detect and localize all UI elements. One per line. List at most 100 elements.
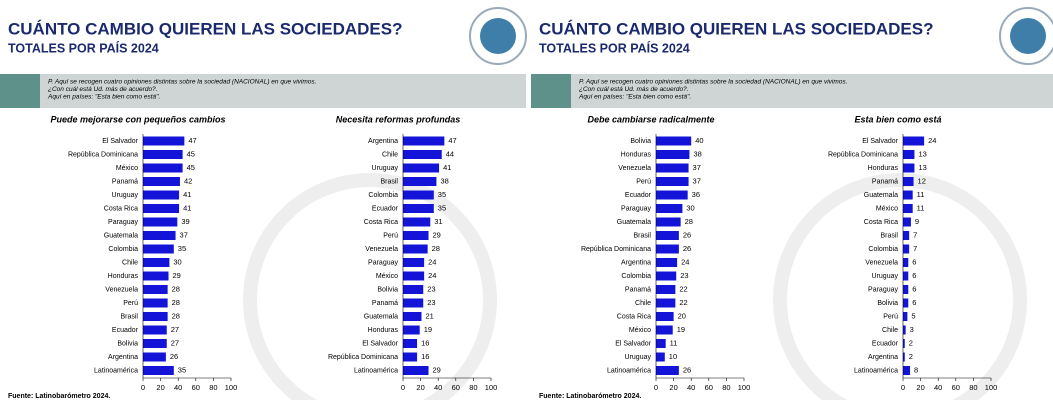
bar — [903, 190, 913, 200]
slide-subtitle: TOTALES POR PAÍS 2024 — [8, 40, 159, 55]
bar — [143, 285, 168, 294]
value-label: 28 — [172, 311, 180, 320]
category-label: Chile — [882, 327, 898, 334]
value-label: 28 — [172, 284, 180, 293]
value-label: 42 — [184, 176, 192, 185]
category-label: Honduras — [621, 151, 652, 158]
bar — [143, 177, 180, 186]
value-label: 35 — [438, 190, 446, 199]
bar — [403, 366, 429, 375]
bar — [656, 244, 679, 254]
value-label: 23 — [680, 271, 688, 280]
category-label: Honduras — [108, 273, 139, 280]
bar — [903, 150, 915, 159]
bar — [903, 136, 925, 146]
bar — [143, 325, 167, 335]
question-line: Aquí en países: "Esta bien como está". — [47, 94, 160, 101]
bar — [403, 325, 420, 335]
bar — [403, 136, 445, 146]
bar — [656, 312, 674, 321]
category-label: México — [376, 273, 398, 280]
category-label: Panamá — [112, 178, 138, 185]
bar — [656, 325, 673, 335]
value-label: 3 — [910, 325, 914, 334]
value-label: 35 — [438, 203, 446, 212]
category-label: Honduras — [368, 327, 399, 334]
x-tick-label: 80 — [722, 383, 730, 392]
bar — [656, 339, 666, 348]
x-tick-label: 20 — [156, 383, 164, 392]
bar — [143, 298, 168, 308]
value-label: 13 — [918, 149, 926, 158]
chart-title: Necesita reformas profundas — [336, 114, 461, 124]
category-label: Guatemala — [864, 192, 898, 199]
bar — [656, 204, 683, 213]
bar — [656, 231, 679, 240]
x-tick-label: 100 — [738, 383, 751, 392]
value-label: 39 — [181, 217, 189, 226]
question-line: Aquí en países: "Esta bien como está". — [578, 94, 691, 101]
bar — [656, 298, 676, 308]
value-label: 36 — [692, 190, 700, 199]
category-label: Perú — [883, 313, 898, 320]
slide-title: CUÁNTO CAMBIO QUIEREN LAS SOCIEDADES? — [539, 19, 934, 38]
bar — [903, 204, 913, 213]
bar — [656, 352, 665, 362]
category-label: Uruguay — [625, 354, 652, 361]
x-tick-label: 0 — [401, 383, 405, 392]
bar — [656, 136, 692, 146]
value-label: 11 — [670, 338, 678, 347]
category-label: El Salvador — [615, 340, 651, 347]
x-tick-label: 100 — [485, 383, 498, 392]
category-label: El Salvador — [862, 138, 898, 145]
bar — [143, 258, 170, 267]
category-label: Guatemala — [364, 313, 398, 320]
value-label: 35 — [178, 365, 186, 374]
bar — [403, 271, 425, 281]
bar — [143, 163, 183, 173]
value-label: 26 — [170, 352, 178, 361]
category-label: Bolivia — [377, 286, 398, 293]
bar — [903, 298, 909, 308]
slide-subtitle: TOTALES POR PAÍS 2024 — [539, 40, 690, 55]
x-tick-label: 60 — [952, 383, 960, 392]
bar — [656, 271, 677, 281]
bar — [403, 285, 424, 294]
category-label: Ecuador — [372, 205, 399, 212]
bar — [403, 244, 428, 254]
category-label: República Dominicana — [828, 151, 898, 158]
watermark — [773, 173, 1027, 400]
category-label: Paraguay — [621, 205, 651, 212]
category-label: Latinoamérica — [94, 367, 138, 374]
value-label: 45 — [187, 163, 195, 172]
category-label: Colombia — [108, 246, 138, 253]
category-label: Brasil — [380, 178, 398, 185]
x-tick-label: 100 — [985, 383, 998, 392]
value-label: 30 — [686, 203, 694, 212]
category-label: Costa Rica — [364, 219, 398, 226]
bar — [403, 217, 431, 227]
category-label: Latinoamérica — [607, 367, 651, 374]
value-label: 47 — [448, 136, 456, 145]
category-label: Latinoamérica — [854, 367, 898, 374]
bar — [903, 244, 910, 254]
category-label: Venezuela — [618, 165, 651, 172]
value-label: 38 — [440, 176, 448, 185]
chart-title: Debe cambiarse radicalmente — [587, 114, 714, 124]
value-label: 8 — [914, 365, 918, 374]
chart-title: Puede mejorarse con pequeños cambios — [50, 114, 225, 124]
logo — [1010, 18, 1046, 54]
bar — [903, 271, 909, 281]
value-label: 5 — [911, 311, 915, 320]
bar — [143, 352, 166, 362]
x-tick-label: 0 — [901, 383, 905, 392]
category-label: Guatemala — [617, 219, 651, 226]
category-label: México — [876, 205, 898, 212]
x-tick-label: 20 — [916, 383, 924, 392]
bar — [903, 339, 905, 348]
value-label: 26 — [683, 365, 691, 374]
category-label: Bolivia — [630, 138, 651, 145]
x-tick-label: 80 — [969, 383, 977, 392]
value-label: 45 — [187, 149, 195, 158]
